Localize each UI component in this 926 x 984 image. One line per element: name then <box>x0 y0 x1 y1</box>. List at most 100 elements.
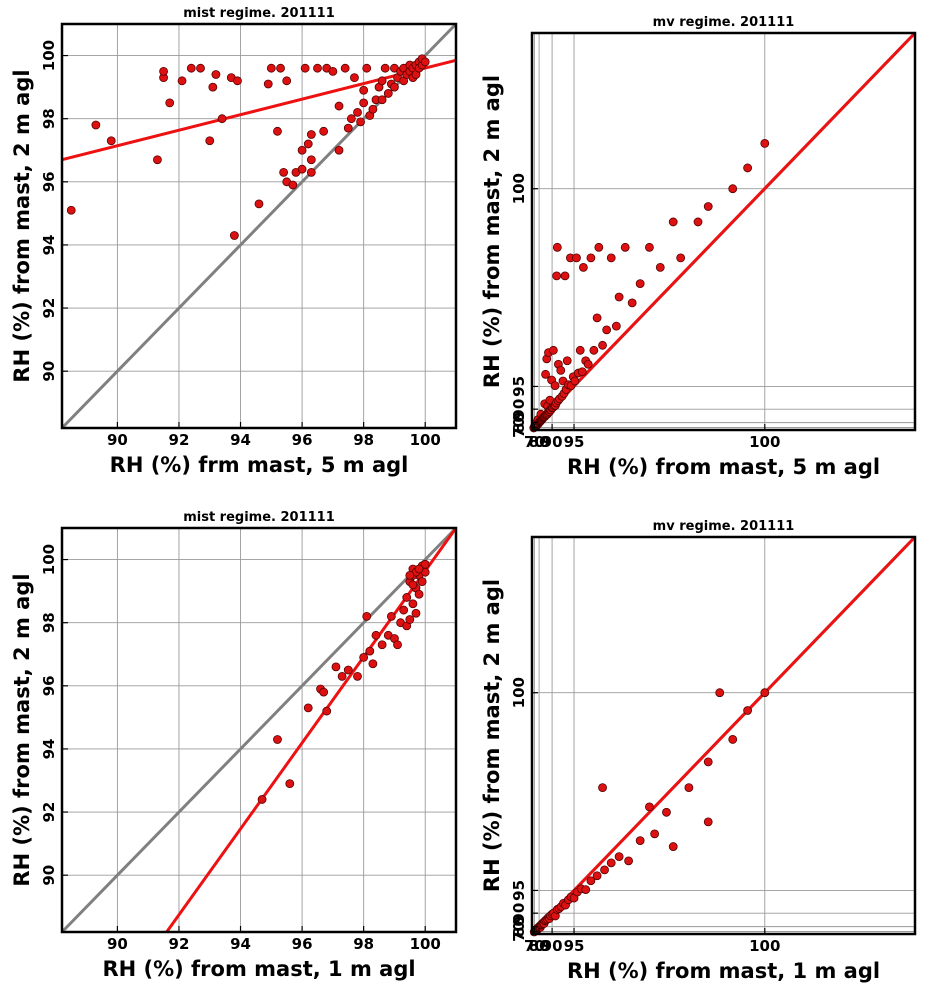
data-point <box>760 139 770 148</box>
x-tick-label: 70 <box>524 433 545 451</box>
data-point <box>562 356 572 366</box>
data-point <box>377 640 387 650</box>
chart-title: mv regime. 201111 <box>653 15 795 30</box>
y-tick-label: 100 <box>40 544 58 575</box>
data-point <box>303 703 313 713</box>
data-point <box>600 865 609 875</box>
x-tick-label: 100 <box>749 937 780 955</box>
x-axis-label: RH (%) from mast, 1 m agl <box>102 957 415 981</box>
x-tick-label: 95 <box>564 433 585 451</box>
data-point <box>655 262 665 272</box>
x-tick-label: 90 <box>107 431 128 449</box>
data-point <box>353 671 362 681</box>
panel-mv-1m: mv regime. 201111 RH (%) from mast, 1 m … <box>480 519 917 983</box>
fit-line <box>530 31 917 431</box>
data-point <box>217 114 227 124</box>
data-point <box>390 82 399 92</box>
data-point <box>377 95 387 105</box>
data-point <box>728 184 738 194</box>
data-point <box>359 98 369 108</box>
x-tick-label: 94 <box>230 935 251 953</box>
y-tick-label: 92 <box>40 802 58 823</box>
y-axis-label: RH (%) from mast, 2 m agl <box>10 573 34 886</box>
plot-frame <box>60 526 458 934</box>
data-point <box>570 376 580 386</box>
data-point <box>552 271 562 281</box>
panel-mv-5m: mv regime. 201111 RH (%) from mast, 5 m … <box>480 15 917 479</box>
y-tick-label: 100 <box>40 40 58 71</box>
data-point <box>356 117 365 127</box>
data-point <box>703 757 713 767</box>
data-point <box>266 63 276 73</box>
data-point <box>728 735 738 744</box>
data-point <box>393 640 402 650</box>
x-axis-label: RH (%) from mast, 1 m agl <box>567 959 880 983</box>
data-point <box>635 279 645 289</box>
x-tick-label: 80 <box>529 433 550 451</box>
y-axis-label: RH (%) from mast, 2 m agl <box>480 579 504 892</box>
x-tick-label: 92 <box>169 935 190 953</box>
data-point <box>313 63 322 73</box>
data-point <box>606 253 616 263</box>
data-point <box>211 70 221 79</box>
data-point <box>159 66 168 76</box>
data-point <box>383 89 393 98</box>
data-point <box>106 136 116 146</box>
data-point <box>186 63 196 73</box>
data-point <box>577 367 587 377</box>
data-point <box>589 345 599 355</box>
data-point <box>276 63 285 73</box>
data-point <box>386 611 396 621</box>
data-point <box>548 345 558 355</box>
fit-line <box>61 58 457 162</box>
x-tick-label: 98 <box>353 935 374 953</box>
data-point <box>408 580 418 590</box>
data-point <box>645 802 654 812</box>
data-point <box>650 829 660 839</box>
data-point <box>328 66 338 76</box>
data-point <box>233 76 242 86</box>
data-point <box>306 167 316 177</box>
y-tick-label: 98 <box>40 612 58 633</box>
data-point <box>297 145 307 155</box>
x-tick-label: 94 <box>230 431 251 449</box>
data-point <box>405 570 415 580</box>
data-point <box>550 381 560 391</box>
panel-mist-5m: mist regime. 201111 RH (%) frm mast, 5 m… <box>10 6 458 477</box>
y-tick-label: 90 <box>40 361 58 382</box>
data-point <box>66 205 76 215</box>
data-point <box>703 202 713 211</box>
data-point <box>205 136 215 146</box>
y-tick-label: 94 <box>40 739 58 760</box>
data-point <box>611 321 621 331</box>
panel-mist-1m: mist regime. 201111 RH (%) from mast, 1 … <box>10 510 458 981</box>
y-tick-label: 96 <box>40 171 58 192</box>
data-point <box>346 114 356 124</box>
chart-title: mv regime. 201111 <box>653 519 795 534</box>
plot-frame <box>60 22 458 430</box>
data-point <box>368 659 378 669</box>
data-point <box>279 167 289 177</box>
y-tick-label: 90 <box>510 903 528 924</box>
data-point <box>319 687 329 697</box>
data-point <box>583 359 593 369</box>
data-point <box>606 858 616 868</box>
data-point <box>196 63 205 73</box>
data-point <box>340 63 350 73</box>
data-point <box>362 611 372 621</box>
x-axis-label: RH (%) frm mast, 5 m agl <box>110 453 409 477</box>
data-point <box>300 63 310 73</box>
data-point <box>684 783 694 793</box>
data-point <box>288 180 298 190</box>
data-point <box>380 63 390 73</box>
data-point <box>414 589 424 599</box>
data-point <box>668 842 678 851</box>
data-point <box>668 217 678 227</box>
data-point <box>362 63 372 73</box>
y-axis-label: RH (%) from mast, 2 m agl <box>10 69 34 382</box>
data-point <box>572 253 581 263</box>
plot-frame <box>530 31 917 432</box>
data-point <box>350 73 359 83</box>
x-tick-label: 96 <box>292 431 313 449</box>
data-point <box>257 795 267 804</box>
